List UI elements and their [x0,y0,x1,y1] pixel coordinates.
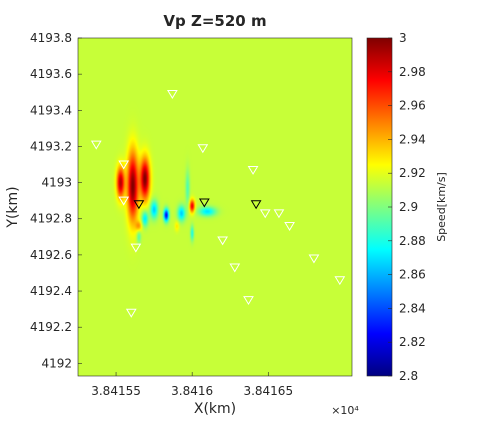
station-marker [125,308,137,318]
colorbar-tick-label: 2.9 [399,200,418,214]
station-marker [198,198,210,208]
y-tick-label: 4192.2 [30,320,72,334]
station-marker [130,243,142,253]
colorbar-tick-label: 2.84 [399,301,426,315]
x-axis-exponent: ×10⁴ [331,404,359,417]
y-tick-label: 4193.6 [30,67,72,81]
plot-area [77,37,353,377]
heatmap-image [78,38,352,376]
x-tick-label: 3.8416 [171,384,213,398]
y-tick-label: 4192 [41,356,72,370]
station-marker [133,200,145,210]
station-marker [334,276,346,286]
station-marker [308,254,320,264]
station-marker [243,296,254,306]
x-axis: 3.84155 3.8416 3.84165 [91,372,293,398]
colorbar-tick-label: 2.82 [399,335,426,349]
colorbar-tick-label: 2.96 [399,99,426,113]
station-marker [118,160,130,170]
y-tick-label: 4193.4 [30,103,72,117]
colorbar-tick-label: 2.8 [399,369,418,383]
colorbar-tick-label: 2.98 [399,65,426,79]
colorbar-tick-label: 2.92 [399,166,426,180]
station-marker [284,221,295,231]
station-marker [217,236,228,246]
x-axis-label: X(km) [194,401,236,417]
colorbar: 2.8 2.82 2.84 2.86 2.88 2.9 2.92 2.94 2.96 2.98 3 [366,31,426,383]
colorbar-tick-label: 2.86 [399,268,426,282]
station-marker [197,144,209,154]
y-tick-label: 4193 [41,176,72,190]
station-marker [229,263,241,273]
x-tick-label: 3.84165 [243,384,293,398]
y-axis-label: Y(km) [5,186,21,228]
station-marker [259,209,271,219]
y-axis: 4192 4192.2 4192.4 4192.6 4192.8 4193 4193.2 41… [30,31,82,370]
colorbar-fill [367,38,392,376]
colorbar-tick-label: 2.88 [399,234,426,248]
station-marker [118,196,130,206]
station-markers [45,90,346,318]
y-tick-label: 4192.6 [30,248,72,262]
colorbar-label: Speed[km/s] [435,172,448,242]
station-marker [166,90,178,100]
station-marker [247,165,259,175]
colorbar-tick-label: 3 [399,31,407,45]
station-marker [90,140,102,150]
station-marker [250,200,262,210]
y-tick-label: 4193.8 [30,31,72,45]
station-marker [273,209,285,219]
y-tick-label: 4193.2 [30,139,72,153]
x-tick-label: 3.84155 [91,384,141,398]
y-tick-label: 4192.4 [30,284,72,298]
plot-border [77,37,353,377]
y-tick-label: 4192.8 [30,212,72,226]
chart-title: Vp Z=520 m [163,12,266,30]
station-marker [45,231,56,240]
colorbar-tick-label: 2.94 [399,132,426,146]
